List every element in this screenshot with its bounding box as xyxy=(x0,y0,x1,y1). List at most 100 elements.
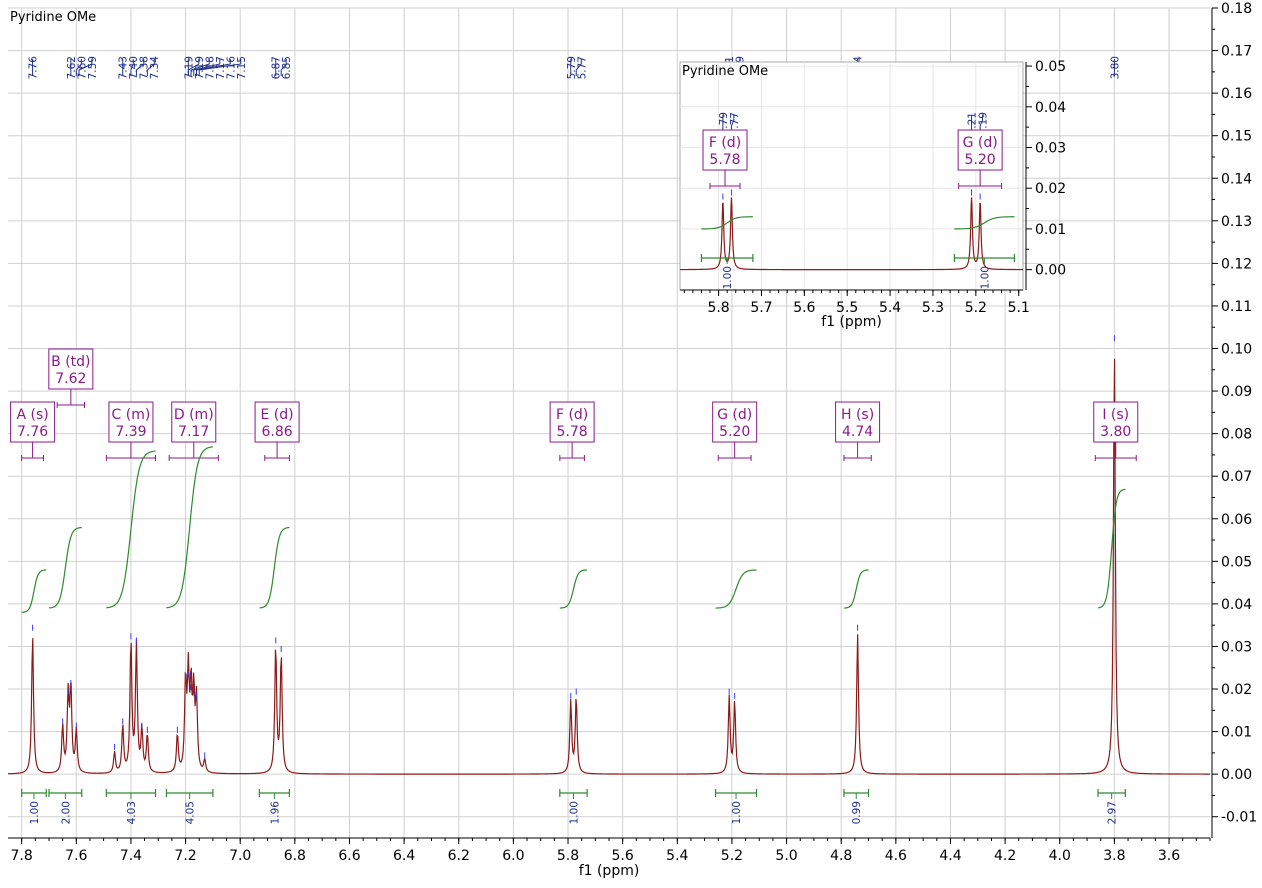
main-integral-curve xyxy=(259,526,290,609)
main-x-tick-label: 6.8 xyxy=(284,848,306,864)
main-y-tick-label: 0.08 xyxy=(1221,427,1252,443)
main-peak-pick-label: 5.77 xyxy=(576,56,588,79)
main-y-tick-label: 0.11 xyxy=(1221,299,1252,315)
main-x-tick-label: 3.8 xyxy=(1103,848,1125,864)
main-integral-curve xyxy=(715,569,757,609)
main-multiplet-box xyxy=(835,401,881,443)
main-peak-pick-line xyxy=(575,59,582,76)
inset-x-tick-label: 5.4 xyxy=(879,300,901,316)
main-peak-pick-line xyxy=(198,59,242,76)
main-peak-pick-line xyxy=(146,59,155,76)
inset-x-tick-label: 5.5 xyxy=(836,300,858,316)
main-panel: 7.8 7.6 7.4 7.2 7.0 6.8 6.6 6.4 6.2 6.0 5.8 5.6 5.4 5… xyxy=(7,1,1257,879)
main-peak-pick-line xyxy=(190,59,210,76)
main-multiplet-letter: D (m) xyxy=(174,407,214,423)
main-spectrum-trace xyxy=(7,358,1210,775)
main-peak-pick-label: 7.19 xyxy=(183,56,195,79)
main-x-tick-label: 4.0 xyxy=(1049,848,1071,864)
main-x-tick-label: 5.2 xyxy=(721,848,743,864)
main-x-tick-label: 6.0 xyxy=(502,848,524,864)
main-x-tick-label: 7.0 xyxy=(229,848,251,864)
main-peak-pick-line xyxy=(130,59,134,76)
main-spectrum-title: Pyridine OMe xyxy=(10,10,96,25)
inset-integral-curve xyxy=(701,216,753,230)
main-y-tick-label: 0.06 xyxy=(1221,512,1252,528)
inset-y-tick-label: 0.00 xyxy=(1035,263,1066,279)
main-peak-pick-line xyxy=(135,59,145,76)
main-y-tick-label: 0.04 xyxy=(1221,597,1252,613)
main-multiplet-shift: 7.39 xyxy=(115,424,146,440)
main-integral-curve xyxy=(21,569,47,613)
inset-peak-pick-line xyxy=(730,115,735,132)
main-multiplet-shift: 3.80 xyxy=(1100,424,1131,440)
main-multiplet-shift: 6.86 xyxy=(261,424,292,440)
inset-x-tick-label: 5.1 xyxy=(1008,300,1030,316)
inset-spectrum-trace xyxy=(680,197,1023,271)
main-peak-pick-label: 3.80 xyxy=(1109,56,1121,79)
main-multiplet-box xyxy=(712,401,758,443)
main-multiplet-box xyxy=(171,401,217,443)
main-x-tick-label: 6.2 xyxy=(448,848,470,864)
inset-multiplet-letter: G (d) xyxy=(963,135,998,151)
main-multiplet-letter: G (d) xyxy=(717,407,752,423)
main-y-tick-label: 0.13 xyxy=(1221,214,1252,230)
main-multiplet-shift: 5.78 xyxy=(557,424,588,440)
main-y-tick-label: 0.14 xyxy=(1221,171,1252,187)
main-integral-value: 4.03 xyxy=(126,801,138,824)
inset-panel: 5.8 5.7 5.6 5.5 5.4 5.3 5.2 5.1 f1 (ppm) 0.00 0.01… xyxy=(679,59,1066,330)
main-integral-value: 4.05 xyxy=(185,801,197,824)
main-integral-value: 1.00 xyxy=(568,801,580,824)
main-integral-curve xyxy=(106,450,156,609)
main-integral-value: 1.00 xyxy=(29,801,41,824)
inset-integral-value: 1.00 xyxy=(979,266,991,289)
main-x-tick-label: 7.2 xyxy=(174,848,196,864)
main-x-tick-label: 5.4 xyxy=(666,848,688,864)
main-peak-pick-line xyxy=(78,59,93,76)
main-y-tick-label: 0.09 xyxy=(1221,384,1252,400)
main-y-tick-label: 0.18 xyxy=(1221,1,1252,17)
main-y-tick-label: 0.15 xyxy=(1221,129,1252,145)
main-y-tick-label: 0.16 xyxy=(1221,86,1252,102)
main-x-tick-label: 7.6 xyxy=(65,848,87,864)
main-multiplet-box xyxy=(549,401,595,443)
main-x-tick-label: 5.6 xyxy=(612,848,634,864)
inset-x-tick-label: 5.6 xyxy=(793,300,815,316)
main-peak-pick-label: 7.34 xyxy=(149,56,161,80)
main-multiplet-shift: 7.62 xyxy=(55,371,86,387)
main-peak-pick-line xyxy=(195,59,231,76)
inset-y-tick-label: 0.02 xyxy=(1035,181,1066,197)
main-peak-pick-label: 7.15 xyxy=(236,56,248,79)
main-peak-pick-line xyxy=(187,59,200,76)
main-peak-pick-line xyxy=(75,59,82,76)
inset-x-tick-label: 5.2 xyxy=(965,300,987,316)
main-multiplet-letter: E (d) xyxy=(261,407,294,423)
main-multiplet-letter: H (s) xyxy=(841,407,874,423)
main-peak-pick-label: 7.16 xyxy=(225,56,237,80)
inset-x-axis-title: f1 (ppm) xyxy=(821,314,882,330)
main-x-tick-label: 5.8 xyxy=(557,848,579,864)
main-multiplet-letter: B (td) xyxy=(51,354,90,370)
main-peak-pick-label: 7.17 xyxy=(215,56,227,79)
inset-x-tick-label: 5.3 xyxy=(922,300,944,316)
main-x-tick-label: 4.8 xyxy=(830,848,852,864)
main-multiplet-letter: C (m) xyxy=(112,407,151,423)
main-x-tick-label: 5.0 xyxy=(775,848,797,864)
main-x-tick-label: 3.6 xyxy=(1158,848,1180,864)
main-y-tick-label: 0.12 xyxy=(1221,256,1252,272)
main-y-tick-label: 0.01 xyxy=(1221,725,1252,741)
main-peak-pick-label: 6.87 xyxy=(271,56,283,79)
main-integral-value: 0.99 xyxy=(851,801,863,824)
inset-y-tick-label: 0.03 xyxy=(1035,141,1066,157)
main-integral-value: 2.00 xyxy=(60,801,72,824)
main-y-tick-label: 0.00 xyxy=(1221,767,1252,783)
main-x-tick-label: 7.4 xyxy=(120,848,142,864)
main-x-tick-label: 6.6 xyxy=(338,848,360,864)
inset-peak-pick-line xyxy=(979,115,984,132)
inset-x-tick-label: 5.8 xyxy=(707,300,729,316)
main-x-tick-label: 4.2 xyxy=(994,848,1016,864)
inset-multiplet-shift: 5.20 xyxy=(965,152,996,168)
main-x-tick-label: 7.8 xyxy=(11,848,33,864)
inset-multiplet-letter: F (d) xyxy=(709,135,741,151)
main-integral-curve xyxy=(1097,488,1126,609)
